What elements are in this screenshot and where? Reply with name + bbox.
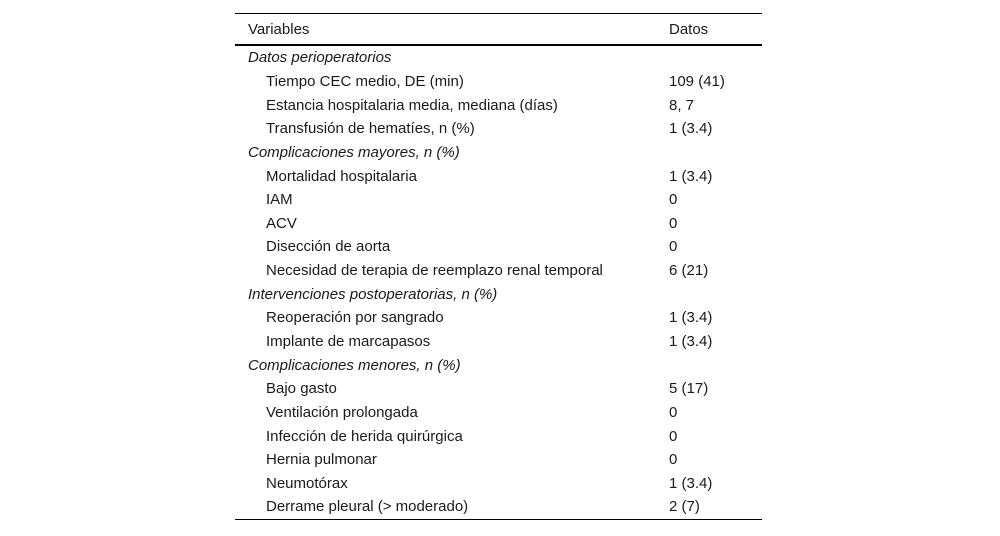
table-row: Derrame pleural (> moderado) 2 (7) bbox=[235, 495, 762, 519]
section-title: Complicaciones menores, n (%) bbox=[248, 356, 461, 374]
row-value: 1 (3.4) bbox=[669, 120, 713, 138]
row-value: 0 bbox=[669, 191, 678, 209]
row-label: Tiempo CEC medio, DE (min) bbox=[266, 72, 464, 90]
row-value: 1 (3.4) bbox=[669, 167, 713, 185]
row-label: Neumotórax bbox=[266, 474, 348, 492]
section-header-row: Complicaciones mayores, n (%) bbox=[235, 141, 762, 165]
table-row: Necesidad de terapia de reemplazo renal … bbox=[235, 259, 762, 283]
table-row: Estancia hospitalaria media, mediana (dí… bbox=[235, 93, 762, 117]
table-row: Reoperación por sangrado 1 (3.4) bbox=[235, 306, 762, 330]
row-value: 0 bbox=[669, 214, 678, 232]
table-row: Ventilación prolongada 0 bbox=[235, 401, 762, 425]
row-label: Reoperación por sangrado bbox=[266, 309, 444, 327]
row-label: Ventilación prolongada bbox=[266, 403, 418, 421]
row-value: 5 (17) bbox=[669, 380, 709, 398]
row-value: 0 bbox=[669, 403, 678, 421]
row-value: 1 (3.4) bbox=[669, 474, 713, 492]
table-row: ACV 0 bbox=[235, 211, 762, 235]
row-value: 0 bbox=[669, 451, 678, 469]
table-row: Infección de herida quirúrgica 0 bbox=[235, 424, 762, 448]
row-label: Derrame pleural (> moderado) bbox=[266, 498, 469, 516]
clinical-outcomes-table: Variables Datos Datos perioperatorios Ti… bbox=[235, 13, 762, 520]
section-title: Intervenciones postoperatorias, n (%) bbox=[248, 285, 498, 303]
row-value: 8, 7 bbox=[669, 96, 695, 114]
row-label: Mortalidad hospitalaria bbox=[266, 167, 417, 185]
row-label: Necesidad de terapia de reemplazo renal … bbox=[266, 262, 603, 280]
row-label: Disección de aorta bbox=[266, 238, 391, 256]
table-row: Transfusión de hematíes, n (%) 1 (3.4) bbox=[235, 117, 762, 141]
row-label: Transfusión de hematíes, n (%) bbox=[266, 120, 475, 138]
row-value: 2 (7) bbox=[669, 498, 700, 516]
section-title: Complicaciones mayores, n (%) bbox=[248, 143, 460, 161]
column-header-variables: Variables bbox=[248, 20, 310, 38]
table-row: Hernia pulmonar 0 bbox=[235, 448, 762, 472]
section-header-row: Complicaciones menores, n (%) bbox=[235, 353, 762, 377]
row-value: 0 bbox=[669, 427, 678, 445]
row-value: 1 (3.4) bbox=[669, 333, 713, 350]
row-label: Hernia pulmonar bbox=[266, 451, 377, 469]
row-value: 0 bbox=[669, 238, 678, 256]
table-row: Bajo gasto 5 (17) bbox=[235, 377, 762, 401]
section-title: Datos perioperatorios bbox=[248, 49, 392, 67]
row-label: Infección de herida quirúrgica bbox=[266, 427, 463, 445]
table-header-row: Variables Datos bbox=[235, 14, 762, 46]
table-row: Neumotórax 1 (3.4) bbox=[235, 472, 762, 496]
row-label: Estancia hospitalaria media, mediana (dí… bbox=[266, 96, 558, 114]
table-row: Mortalidad hospitalaria 1 (3.4) bbox=[235, 164, 762, 188]
row-value: 6 (21) bbox=[669, 262, 709, 280]
table-row: Disección de aorta 0 bbox=[235, 235, 762, 259]
table-row: IAM 0 bbox=[235, 188, 762, 212]
section-header-row: Intervenciones postoperatorias, n (%) bbox=[235, 282, 762, 306]
row-label: Implante de marcapasos bbox=[266, 333, 431, 350]
section-header-row: Datos perioperatorios bbox=[235, 46, 762, 70]
row-label: IAM bbox=[266, 191, 293, 209]
row-value: 1 (3.4) bbox=[669, 309, 713, 327]
table-row: Implante de marcapasos 1 (3.4) bbox=[235, 330, 762, 354]
table-body: Datos perioperatorios Tiempo CEC medio, … bbox=[235, 46, 762, 519]
row-value: 109 (41) bbox=[669, 72, 725, 90]
table-row: Tiempo CEC medio, DE (min) 109 (41) bbox=[235, 70, 762, 94]
row-label: Bajo gasto bbox=[266, 380, 337, 398]
row-label: ACV bbox=[266, 214, 297, 232]
column-header-datos: Datos bbox=[669, 20, 709, 38]
